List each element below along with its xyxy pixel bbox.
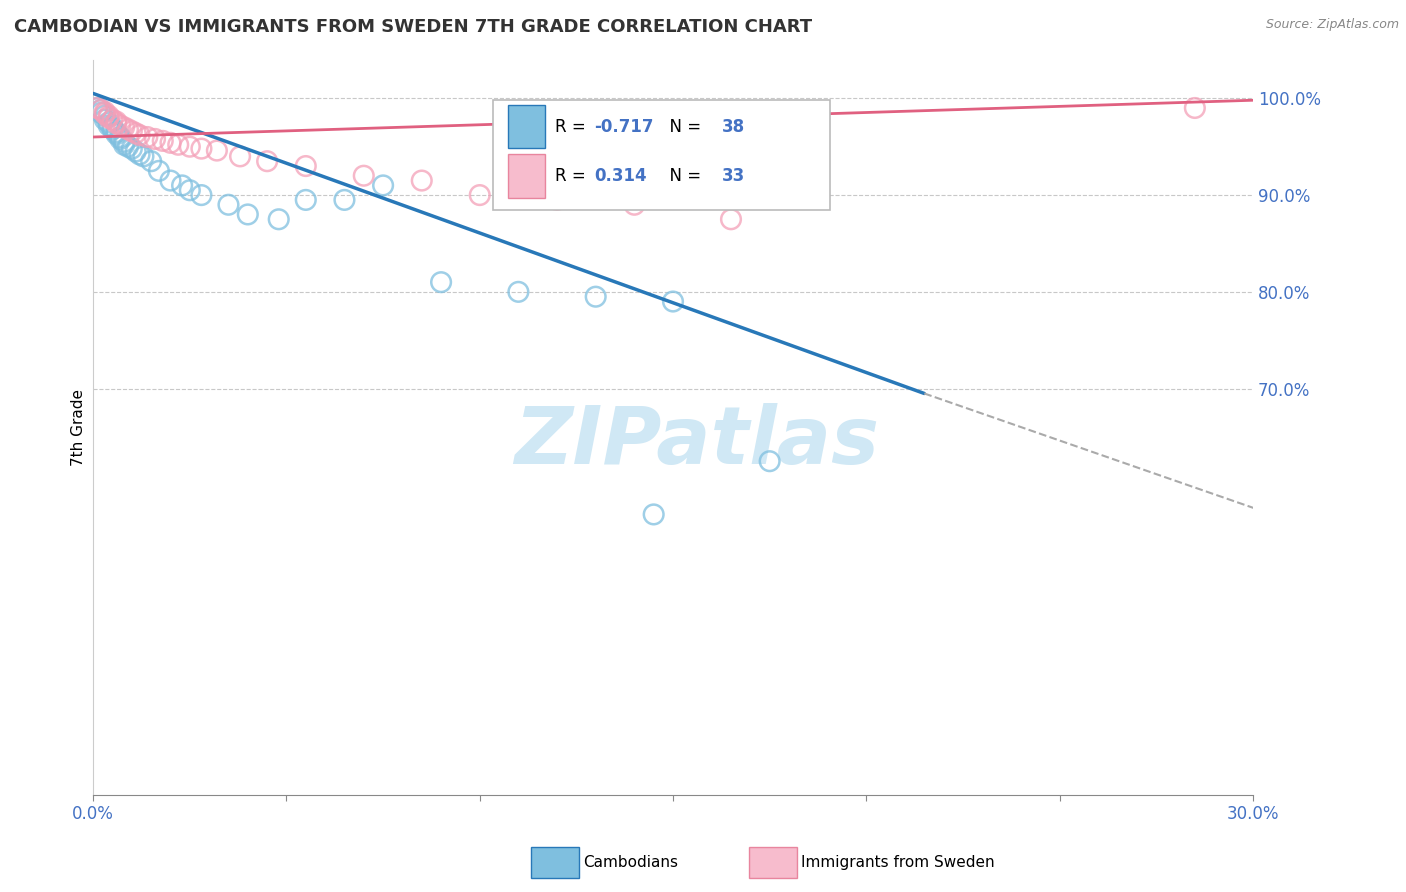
Text: Cambodians: Cambodians [583,855,679,870]
Text: -0.717: -0.717 [595,118,654,136]
Point [267,212,290,227]
Point [508,285,530,299]
Point [105,116,128,130]
Text: N =: N = [659,118,706,136]
Point [117,139,139,153]
Point [662,294,685,309]
Point [167,137,190,152]
Point [97,115,120,129]
Point [172,178,194,193]
Text: R =: R = [555,167,591,186]
Point [94,107,117,121]
Point [143,132,166,146]
FancyBboxPatch shape [509,154,546,198]
Text: N =: N = [659,167,706,186]
Point [132,149,155,163]
Point [105,125,128,139]
Point [468,188,491,202]
Point [152,134,174,148]
Point [218,198,240,212]
Point [125,126,148,140]
Point [94,109,117,123]
Point [101,112,124,127]
Point [110,119,132,133]
FancyBboxPatch shape [509,105,546,148]
Point [148,164,170,178]
Text: 33: 33 [721,167,745,186]
Point [97,111,120,125]
Point [294,193,316,207]
Point [94,112,117,127]
Point [720,212,742,227]
Point [112,120,135,135]
Point [353,169,375,183]
Point [117,122,139,136]
Point [141,154,163,169]
Point [105,114,128,128]
Point [159,173,181,187]
Point [101,122,124,136]
Point [205,144,228,158]
Point [90,103,112,117]
Point [110,132,132,146]
Point [128,128,150,142]
Point [179,183,201,197]
Point [159,136,181,150]
Point [179,139,201,153]
Y-axis label: 7th Grade: 7th Grade [72,389,86,466]
Point [371,178,394,193]
Point [430,275,453,289]
Point [136,130,159,145]
Point [333,193,356,207]
Text: R =: R = [555,118,591,136]
Point [125,145,148,159]
Point [190,188,212,202]
Point [112,137,135,152]
Point [105,127,128,141]
Point [101,120,124,135]
Point [121,124,143,138]
Point [97,109,120,123]
FancyBboxPatch shape [494,100,830,211]
Point [643,508,665,522]
Point [546,193,568,207]
Point [90,105,112,120]
Text: ZIPatlas: ZIPatlas [513,403,879,481]
Point [121,142,143,156]
Point [190,142,212,156]
Point [294,159,316,173]
Point [236,207,259,221]
Point [112,135,135,149]
Point [97,119,120,133]
Point [229,149,252,163]
Point [623,198,645,212]
Point [128,147,150,161]
Point [411,173,433,187]
Text: 0.314: 0.314 [595,167,647,186]
Point [86,101,108,115]
Point [94,104,117,119]
Text: CAMBODIAN VS IMMIGRANTS FROM SWEDEN 7TH GRADE CORRELATION CHART: CAMBODIAN VS IMMIGRANTS FROM SWEDEN 7TH … [14,18,813,36]
Point [1184,101,1206,115]
Point [256,154,278,169]
Point [585,290,607,304]
Text: Immigrants from Sweden: Immigrants from Sweden [801,855,995,870]
Point [758,454,780,468]
Text: Source: ZipAtlas.com: Source: ZipAtlas.com [1265,18,1399,31]
Text: 38: 38 [721,118,745,136]
Point [86,101,108,115]
Point [90,103,112,117]
Point [110,130,132,145]
